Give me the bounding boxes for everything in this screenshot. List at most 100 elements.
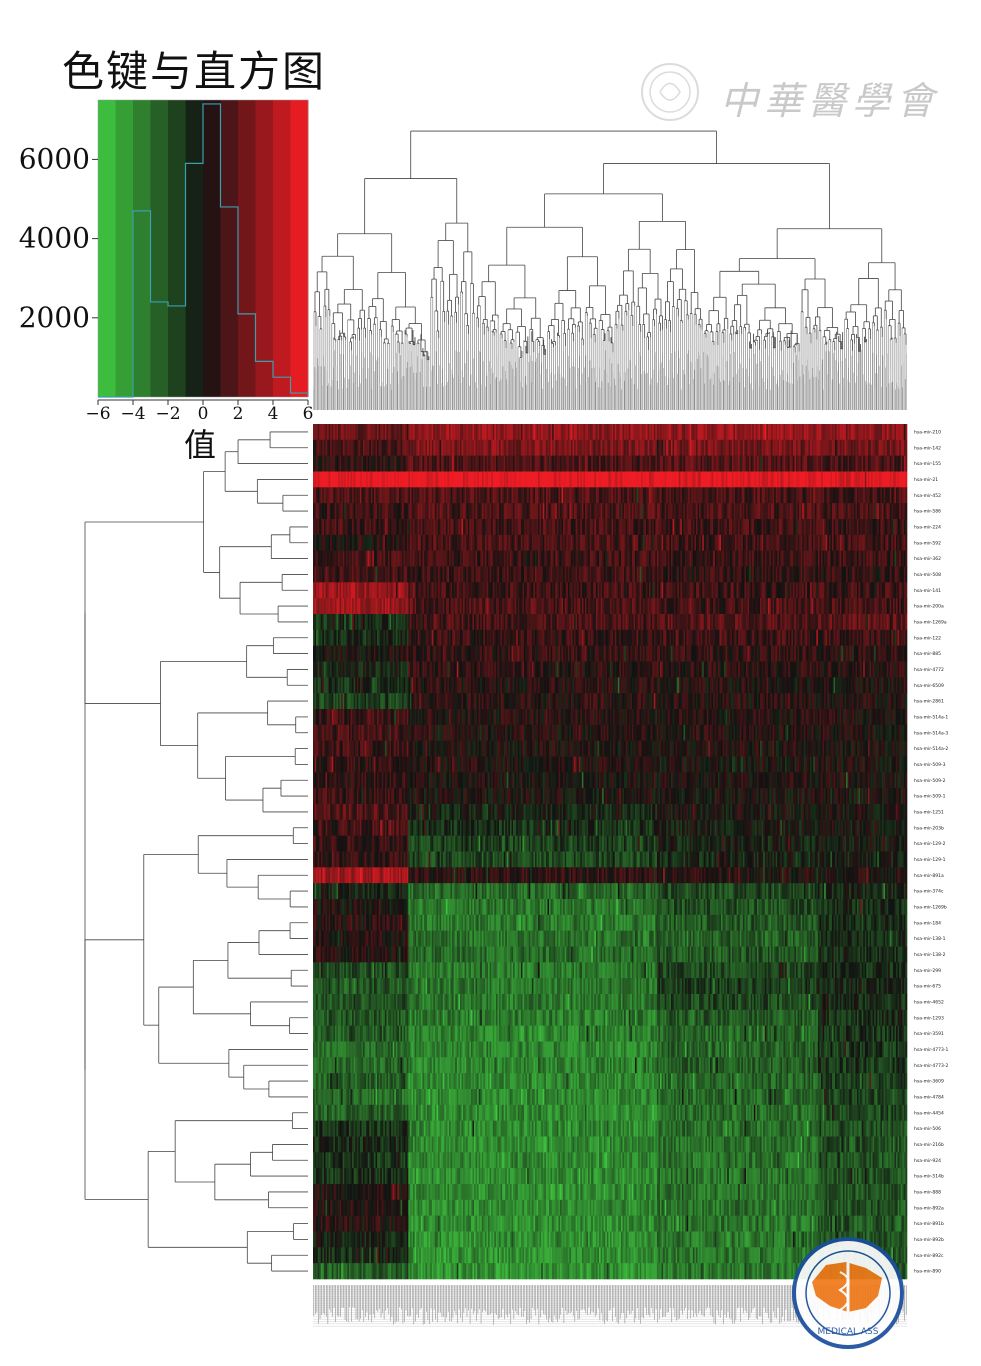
heatmap-cell [475,519,478,536]
heatmap-cell [639,424,642,441]
heatmap-cell [334,455,337,472]
heatmap-cell [871,424,873,441]
heatmap-cell [580,487,583,504]
column-dendrogram [313,130,907,410]
heatmap-cell [819,424,822,441]
heatmap-cell [502,439,504,456]
heatmap-cell [794,519,797,536]
heatmap-cell [771,455,773,472]
heatmap-cell [902,503,905,520]
heatmap-cell [453,424,456,441]
heatmap-cell [574,455,576,472]
heatmap-cell [666,519,669,536]
heatmap-cell [477,534,479,551]
heatmap-cell [806,503,809,520]
heatmap-cell [363,487,365,504]
heatmap-cell [724,455,726,472]
heatmap-cell [756,424,759,441]
heatmap-cell [414,439,417,456]
heatmap-cell [455,534,458,551]
heatmap-cell [688,439,691,456]
heatmap-cell [871,471,873,488]
heatmap-cell [714,519,717,536]
heatmap-cell [691,455,694,472]
heatmap-cell [595,455,598,472]
heatmap-cell [455,455,458,472]
heatmap-cell [599,503,601,520]
heatmap-cell [433,487,436,504]
heatmap-cell [661,503,664,520]
heatmap-cell [817,487,820,504]
heatmap-cell [348,519,351,536]
heatmap-cell [430,519,433,536]
heatmap-cell [774,487,776,504]
heatmap-cell [753,503,756,520]
heatmap-cell [769,503,772,520]
heatmap-cell [578,455,581,472]
heatmap-cell [442,487,445,504]
heatmap-cell [327,439,329,456]
heatmap-cell [905,439,908,456]
heatmap-cell [767,471,770,488]
heatmap-cell [331,534,334,551]
heatmap-cell [364,471,367,488]
heatmap-cell [383,519,386,536]
heatmap-cell [402,439,404,456]
heatmap-cell [430,534,433,551]
heatmap-cell [896,519,898,536]
heatmap-cell [589,439,592,456]
heatmap-cell [614,424,617,441]
heatmap-cell [325,471,328,488]
heatmap-cell [758,471,761,488]
heatmap-cell [875,439,878,456]
heatmap-cell [714,503,717,520]
heatmap-cell [681,471,684,488]
heatmap-cell [564,439,567,456]
heatmap-cell [813,519,816,536]
heatmap-cell [363,424,365,441]
heatmap-cell [613,439,615,456]
heatmap-cell [775,519,778,536]
heatmap-cell [577,519,580,536]
heatmap-cell [753,439,756,456]
heatmap-cell [686,471,689,488]
heatmap-cell [658,487,661,504]
heatmap-cell [630,487,633,504]
heatmap-cell [413,471,415,488]
heatmap-cell [650,487,653,504]
heatmap-cell [842,503,845,520]
heatmap-cell [650,439,653,456]
heatmap-cell [499,534,501,551]
heatmap-cell [445,487,448,504]
heatmap-cell [764,487,767,504]
heatmap-cell [602,487,605,504]
heatmap-cell [430,471,433,488]
heatmap-cell [486,487,489,504]
heatmap-cell [319,424,322,441]
heatmap-cell [591,471,594,488]
heatmap-cell [547,503,550,520]
heatmap-cell [358,439,361,456]
heatmap-cell [389,471,392,488]
heatmap-cell [392,519,395,536]
heatmap-cell [564,487,567,504]
heatmap-cell [669,519,672,536]
heatmap-cell [883,503,886,520]
heatmap-cell [892,439,895,456]
heatmap-cell [495,503,498,520]
heatmap-cell [658,471,661,488]
heatmap-cell [373,487,376,504]
heatmap-cell [824,471,827,488]
heatmap-cell [366,424,369,441]
heatmap-cell [720,487,723,504]
heatmap-cell [745,487,748,504]
heatmap-cell [628,487,631,504]
heatmap-cell [678,503,681,520]
heatmap-cell [613,471,615,488]
heatmap-cell [630,471,633,488]
heatmap-cell [756,439,759,456]
heatmap-cell [561,519,564,536]
heatmap-cell [742,519,745,536]
heatmap-cell [372,534,375,551]
heatmap-cell [450,455,453,472]
